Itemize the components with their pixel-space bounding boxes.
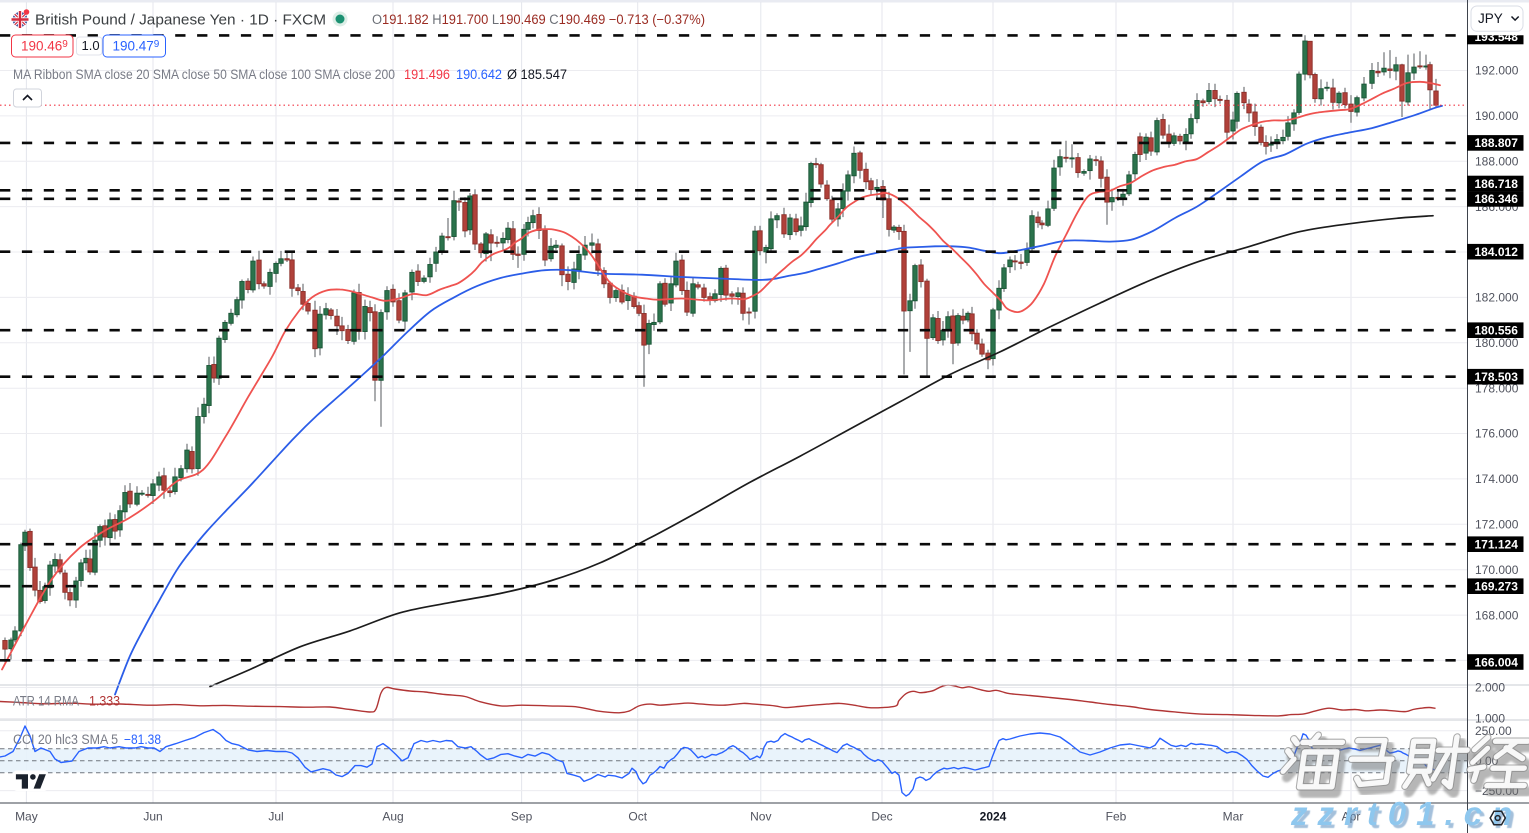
svg-text:Sep: Sep bbox=[511, 810, 533, 824]
svg-text:Jun: Jun bbox=[143, 810, 162, 824]
svg-text:190.479: 190.479 bbox=[113, 39, 160, 54]
svg-text:178.503: 178.503 bbox=[1475, 370, 1519, 384]
svg-text:169.273: 169.273 bbox=[1475, 580, 1519, 594]
svg-text:191.496: 191.496 bbox=[404, 67, 450, 82]
svg-text:British Pound / Japanese Yen ·: British Pound / Japanese Yen · 1D · FXCM bbox=[35, 13, 326, 29]
svg-text:174.000: 174.000 bbox=[1475, 472, 1519, 486]
svg-text:1.0: 1.0 bbox=[82, 38, 100, 53]
svg-text:Nov: Nov bbox=[750, 810, 771, 824]
svg-text:1.000: 1.000 bbox=[1475, 712, 1505, 726]
svg-text:176.000: 176.000 bbox=[1475, 427, 1519, 441]
svg-text:190.000: 190.000 bbox=[1475, 109, 1519, 123]
svg-text:168.000: 168.000 bbox=[1475, 608, 1519, 622]
svg-text:172.000: 172.000 bbox=[1475, 518, 1519, 532]
svg-text:Jul: Jul bbox=[268, 810, 283, 824]
svg-text:178.000: 178.000 bbox=[1475, 381, 1519, 395]
svg-text:ATR 14 RMA: ATR 14 RMA bbox=[13, 694, 79, 709]
svg-text:171.124: 171.124 bbox=[1475, 538, 1519, 552]
svg-text:Mar: Mar bbox=[1223, 810, 1244, 824]
svg-text:Apr: Apr bbox=[1342, 810, 1361, 824]
svg-text:190.642: 190.642 bbox=[456, 67, 502, 82]
svg-text:250.00: 250.00 bbox=[1475, 724, 1512, 738]
svg-text:2.000: 2.000 bbox=[1475, 681, 1505, 695]
svg-text:193.548: 193.548 bbox=[1475, 30, 1519, 44]
svg-text:2024: 2024 bbox=[980, 810, 1007, 824]
svg-text:May: May bbox=[15, 810, 38, 824]
svg-text:166.004: 166.004 bbox=[1475, 655, 1519, 669]
svg-text:Oct: Oct bbox=[628, 810, 647, 824]
svg-text:O191.182 H191.700 L190.469 C19: O191.182 H191.700 L190.469 C190.469 −0.7… bbox=[372, 12, 705, 27]
svg-text:JPY: JPY bbox=[1478, 11, 1503, 26]
svg-text:Feb: Feb bbox=[1106, 810, 1127, 824]
svg-text:190.469: 190.469 bbox=[21, 39, 68, 54]
svg-text:182.000: 182.000 bbox=[1475, 291, 1519, 305]
svg-text:186.718: 186.718 bbox=[1475, 177, 1519, 191]
svg-text:170.000: 170.000 bbox=[1475, 563, 1519, 577]
svg-text:Dec: Dec bbox=[871, 810, 892, 824]
svg-text:184.012: 184.012 bbox=[1475, 245, 1519, 259]
svg-text:188.807: 188.807 bbox=[1475, 136, 1519, 150]
svg-text:192.000: 192.000 bbox=[1475, 64, 1519, 78]
svg-text:180.000: 180.000 bbox=[1475, 336, 1519, 350]
svg-text:CCI 20 hlc3 SMA 5: CCI 20 hlc3 SMA 5 bbox=[13, 732, 118, 747]
svg-text:Ø 185.547: Ø 185.547 bbox=[507, 67, 567, 82]
svg-text:188.000: 188.000 bbox=[1475, 155, 1519, 169]
svg-text:MA Ribbon SMA close 20 SMA clo: MA Ribbon SMA close 20 SMA close 50 SMA … bbox=[13, 67, 395, 82]
svg-text:−81.38: −81.38 bbox=[124, 732, 161, 747]
svg-text:Aug: Aug bbox=[382, 810, 403, 824]
svg-text:186.346: 186.346 bbox=[1475, 192, 1519, 206]
svg-text:180.556: 180.556 bbox=[1475, 324, 1519, 338]
svg-text:1.333: 1.333 bbox=[89, 694, 120, 709]
